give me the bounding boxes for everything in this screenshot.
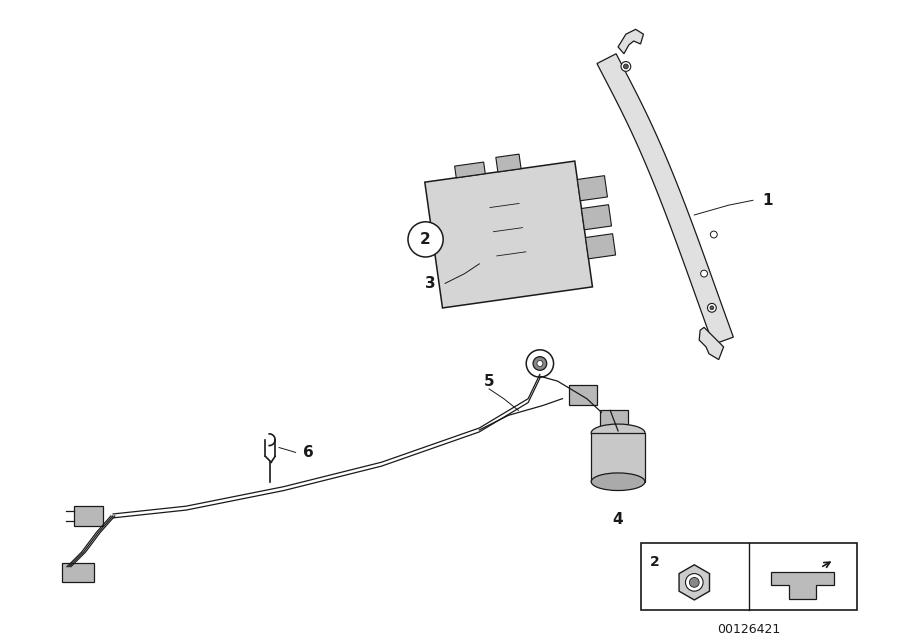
FancyBboxPatch shape [641, 543, 858, 610]
Text: 6: 6 [303, 445, 314, 460]
Text: 2: 2 [420, 232, 431, 247]
Polygon shape [618, 29, 644, 54]
Circle shape [537, 361, 543, 366]
Circle shape [700, 270, 707, 277]
Text: 1: 1 [762, 193, 773, 208]
Polygon shape [699, 328, 724, 359]
Polygon shape [578, 176, 608, 201]
Polygon shape [586, 233, 616, 259]
Circle shape [689, 577, 699, 587]
Circle shape [710, 306, 714, 310]
Polygon shape [581, 205, 611, 230]
Circle shape [707, 303, 716, 312]
Polygon shape [599, 410, 628, 428]
Polygon shape [425, 161, 592, 308]
Text: 2: 2 [651, 555, 660, 569]
Polygon shape [62, 563, 94, 583]
Circle shape [686, 574, 703, 591]
Polygon shape [454, 162, 485, 177]
Circle shape [624, 64, 628, 69]
Ellipse shape [591, 473, 645, 490]
Ellipse shape [591, 424, 645, 441]
Polygon shape [74, 506, 104, 526]
Polygon shape [569, 385, 597, 404]
Polygon shape [496, 154, 521, 172]
Text: 5: 5 [484, 373, 494, 389]
Text: 3: 3 [425, 276, 436, 291]
Polygon shape [771, 572, 834, 599]
Polygon shape [597, 54, 734, 345]
Bar [591, 433, 645, 481]
Circle shape [408, 222, 443, 257]
Circle shape [710, 231, 717, 238]
Polygon shape [680, 565, 709, 600]
Circle shape [533, 357, 546, 370]
Text: 4: 4 [613, 513, 624, 527]
Text: 00126421: 00126421 [717, 623, 780, 636]
Circle shape [526, 350, 554, 377]
Circle shape [621, 62, 631, 71]
